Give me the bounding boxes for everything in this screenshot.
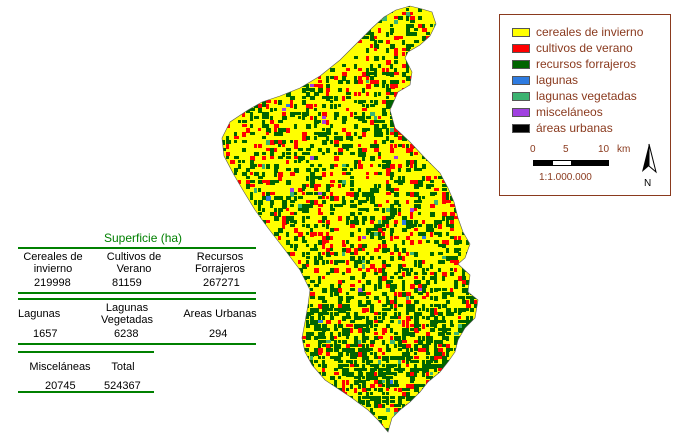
legend-item-areas-urbanas: áreas urbanas xyxy=(512,121,613,135)
stats-rule xyxy=(18,351,154,353)
legend-item-cereales: cereales de invierno xyxy=(512,25,643,39)
legend-label: cereales de invierno xyxy=(536,25,644,39)
header-recursos: Recursos Forrajeros xyxy=(194,251,246,275)
swatch-cultivos xyxy=(512,43,530,53)
stats-rule xyxy=(18,292,256,294)
stats-rule xyxy=(18,391,154,393)
legend-label: misceláneos xyxy=(536,105,603,119)
stats-title: Superficie (ha) xyxy=(104,231,183,245)
header-lagunas-vegetadas: Lagunas Vegetadas xyxy=(101,302,153,326)
stats-rule xyxy=(18,343,256,345)
north-arrow-icon xyxy=(642,143,657,174)
region-outline xyxy=(221,5,479,433)
scale-tick-10: 10 xyxy=(598,144,610,155)
legend-label: cultivos de verano xyxy=(536,41,633,55)
header-areas-urbanas: Areas Urbanas xyxy=(183,308,257,320)
swatch-lagunas-vegetadas xyxy=(512,91,530,101)
stats-rule xyxy=(18,298,256,300)
legend-item-lagunas-vegetadas: lagunas vegetadas xyxy=(512,89,637,103)
legend-label: recursos forrajeros xyxy=(536,57,637,71)
value-cereales: 219998 xyxy=(34,277,71,289)
swatch-cereales xyxy=(512,27,530,37)
header-cultivos: Cultivos de Verano xyxy=(106,251,162,275)
value-lagunas-vegetadas: 6238 xyxy=(114,328,139,340)
legend-item-recursos: recursos forrajeros xyxy=(512,57,636,71)
north-arrow: N xyxy=(634,142,664,192)
scale-bar: 0 5 10 km 1:1.000.000 xyxy=(530,144,640,184)
legend-item-cultivos: cultivos de verano xyxy=(512,41,633,55)
header-cereales: Cereales de invierno xyxy=(23,251,83,275)
header-miscelaneas: Misceláneas xyxy=(29,361,91,373)
value-areas-urbanas: 294 xyxy=(209,328,228,340)
legend-label: áreas urbanas xyxy=(536,121,613,135)
scale-unit: km xyxy=(617,144,631,155)
value-miscelaneas: 20745 xyxy=(45,380,76,392)
header-lagunas: Lagunas xyxy=(18,308,61,320)
swatch-recursos xyxy=(512,59,530,69)
value-total: 524367 xyxy=(104,380,141,392)
scale-ratio: 1:1.000.000 xyxy=(539,172,592,183)
swatch-miscelaneos xyxy=(512,107,530,117)
header-total: Total xyxy=(111,361,135,373)
legend-item-miscelaneos: misceláneos xyxy=(512,105,603,119)
swatch-lagunas xyxy=(512,75,530,85)
legend-item-lagunas: lagunas xyxy=(512,73,578,87)
legend-label: lagunas xyxy=(536,73,579,87)
value-cultivos: 81159 xyxy=(112,277,142,289)
legend-label: lagunas vegetadas xyxy=(536,89,637,103)
swatch-areas-urbanas xyxy=(512,123,530,133)
scale-bar-graphic xyxy=(533,160,609,166)
scale-tick-5: 5 xyxy=(563,144,569,155)
north-label: N xyxy=(644,178,652,189)
land-cover-cells xyxy=(222,6,478,432)
value-lagunas: 1657 xyxy=(33,328,58,340)
stats-rule xyxy=(18,247,256,249)
value-recursos: 267271 xyxy=(203,277,240,289)
scale-tick-0: 0 xyxy=(530,144,536,155)
